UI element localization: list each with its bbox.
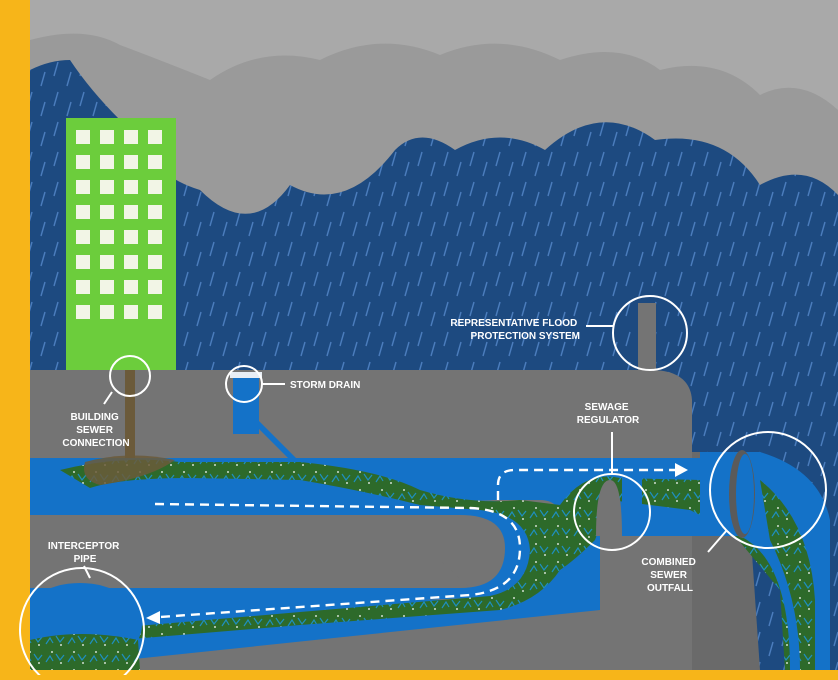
label-flood-protection: REPRESENTATIVE FLOOD PROTECTION SYSTEM	[450, 318, 580, 342]
building-window	[100, 130, 114, 144]
building-window	[100, 205, 114, 219]
building-window	[148, 255, 162, 269]
building-window	[148, 280, 162, 294]
building-windows	[76, 130, 162, 319]
building-window	[124, 180, 138, 194]
regulator-chamber	[622, 478, 642, 536]
building-window	[124, 280, 138, 294]
building-sewage-inflow	[84, 455, 175, 485]
interceptor-pipe	[30, 500, 540, 620]
building-window	[76, 305, 90, 319]
building-sewer-pipe	[125, 370, 135, 460]
building-window	[100, 155, 114, 169]
storm-drain-channel	[250, 420, 298, 460]
ground-between-pipes-2	[30, 560, 470, 588]
building-window	[100, 180, 114, 194]
building-window	[76, 280, 90, 294]
overflow-arrow-path	[496, 468, 680, 500]
building-window	[148, 130, 162, 144]
building-window	[100, 230, 114, 244]
cloud-highlight	[30, 0, 838, 110]
building-window	[124, 205, 138, 219]
flow-arrow-path	[154, 502, 522, 619]
sewage-regulator-weir	[596, 480, 622, 536]
callout-circle-flood-protection	[612, 295, 688, 371]
label-combined-sewer-outfall: COMBINED SEWER OUTFALL	[641, 557, 698, 594]
building-window	[148, 155, 162, 169]
building-window	[148, 205, 162, 219]
label-interceptor-pipe: INTERCEPTOR PIPE	[48, 541, 122, 565]
building-window	[148, 230, 162, 244]
building-window	[76, 130, 90, 144]
building-window	[76, 155, 90, 169]
building-window	[124, 130, 138, 144]
building-window	[124, 155, 138, 169]
building-window	[100, 280, 114, 294]
callouts	[19, 295, 827, 680]
building-window	[76, 205, 90, 219]
outfall-discharge	[760, 480, 815, 670]
flow-arrow-head-left	[146, 611, 160, 624]
building-window	[124, 255, 138, 269]
building-window	[148, 305, 162, 319]
building-window	[100, 305, 114, 319]
label-storm-drain: STORM DRAIN	[290, 380, 360, 391]
interceptor-sewage	[30, 634, 140, 670]
flow-arrow-head-right	[675, 463, 688, 477]
building-window	[76, 255, 90, 269]
flood-protection-wall	[638, 303, 656, 370]
building-window	[76, 230, 90, 244]
callout-line-outfall	[707, 529, 728, 553]
callout-circle-interceptor	[19, 567, 145, 680]
storm-drain-grate	[230, 372, 262, 378]
callout-circle-building-sewer	[109, 355, 151, 397]
building-window	[100, 255, 114, 269]
callout-line-interceptor	[83, 565, 91, 579]
callout-circle-outfall	[709, 431, 827, 549]
building-window	[76, 180, 90, 194]
outfall-mouth	[736, 454, 754, 534]
building-window	[124, 305, 138, 319]
label-building-sewer: BUILDING SEWER CONNECTION	[62, 412, 129, 449]
callout-line-building-sewer	[103, 391, 113, 405]
building-window	[148, 180, 162, 194]
building-window	[124, 230, 138, 244]
label-sewage-regulator: SEWAGE REGULATOR	[577, 402, 640, 426]
